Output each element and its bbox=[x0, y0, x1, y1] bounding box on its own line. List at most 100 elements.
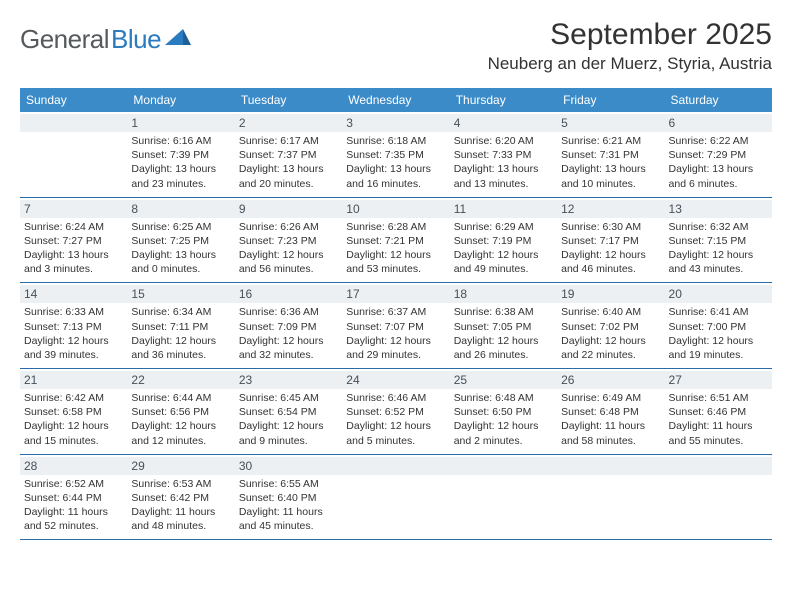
sunrise-text: Sunrise: 6:32 AM bbox=[669, 220, 768, 234]
day-number: 14 bbox=[20, 285, 127, 303]
weekday-label: Sunday bbox=[20, 88, 127, 112]
weeks-container: 1Sunrise: 6:16 AMSunset: 7:39 PMDaylight… bbox=[20, 112, 772, 540]
day-cell: 4Sunrise: 6:20 AMSunset: 7:33 PMDaylight… bbox=[450, 112, 557, 197]
weekday-label: Tuesday bbox=[235, 88, 342, 112]
day-cell: 29Sunrise: 6:53 AMSunset: 6:42 PMDayligh… bbox=[127, 455, 234, 540]
day-number: 6 bbox=[665, 114, 772, 132]
sunset-text: Sunset: 7:11 PM bbox=[131, 320, 230, 334]
sunset-text: Sunset: 7:00 PM bbox=[669, 320, 768, 334]
day-detail: Sunrise: 6:46 AMSunset: 6:52 PMDaylight:… bbox=[346, 391, 445, 448]
week-row: 14Sunrise: 6:33 AMSunset: 7:13 PMDayligh… bbox=[20, 283, 772, 369]
day-number: 17 bbox=[342, 285, 449, 303]
day-cell: 7Sunrise: 6:24 AMSunset: 7:27 PMDaylight… bbox=[20, 198, 127, 283]
sunrise-text: Sunrise: 6:33 AM bbox=[24, 305, 123, 319]
sunset-text: Sunset: 7:13 PM bbox=[24, 320, 123, 334]
day-cell bbox=[557, 455, 664, 540]
day-cell: 14 Sunrise: 6:33 AMSunset: 7:13 PMDayligh… bbox=[20, 283, 127, 368]
sunrise-text: Sunrise: 6:38 AM bbox=[454, 305, 553, 319]
sunset-text: Sunset: 6:50 PM bbox=[454, 405, 553, 419]
daylight-text: Daylight: 12 hours and 56 minutes. bbox=[239, 248, 338, 276]
sunrise-text: Sunrise: 6:20 AM bbox=[454, 134, 553, 148]
daylight-text: Daylight: 12 hours and 29 minutes. bbox=[346, 334, 445, 362]
sunset-text: Sunset: 7:07 PM bbox=[346, 320, 445, 334]
day-detail: Sunrise: 6:29 AMSunset: 7:19 PMDaylight:… bbox=[454, 220, 553, 277]
sunset-text: Sunset: 7:27 PM bbox=[24, 234, 123, 248]
logo: GeneralBlue bbox=[20, 24, 191, 55]
day-cell bbox=[342, 455, 449, 540]
logo-triangle-icon bbox=[165, 27, 191, 52]
sunset-text: Sunset: 6:56 PM bbox=[131, 405, 230, 419]
day-number: 15 bbox=[127, 285, 234, 303]
sunset-text: Sunset: 7:15 PM bbox=[669, 234, 768, 248]
day-number: 11 bbox=[450, 200, 557, 218]
day-cell: 28Sunrise: 6:52 AMSunset: 6:44 PMDayligh… bbox=[20, 455, 127, 540]
day-cell: 5Sunrise: 6:21 AMSunset: 7:31 PMDaylight… bbox=[557, 112, 664, 197]
day-detail: Sunrise: 6:18 AMSunset: 7:35 PMDaylight:… bbox=[346, 134, 445, 191]
weekday-label: Monday bbox=[127, 88, 234, 112]
day-detail: Sunrise: 6:25 AMSunset: 7:25 PMDaylight:… bbox=[131, 220, 230, 277]
sunrise-text: Sunrise: 6:51 AM bbox=[669, 391, 768, 405]
sunrise-text: Sunrise: 6:41 AM bbox=[669, 305, 768, 319]
day-detail: Sunrise: 6:41 AMSunset: 7:00 PMDaylight:… bbox=[669, 305, 768, 362]
daylight-text: Daylight: 12 hours and 43 minutes. bbox=[669, 248, 768, 276]
sunset-text: Sunset: 7:05 PM bbox=[454, 320, 553, 334]
day-cell: 26Sunrise: 6:49 AMSunset: 6:48 PMDayligh… bbox=[557, 369, 664, 454]
day-number: 18 bbox=[450, 285, 557, 303]
daylight-text: Daylight: 13 hours and 13 minutes. bbox=[454, 162, 553, 190]
day-number: 19 bbox=[557, 285, 664, 303]
weekday-label: Friday bbox=[557, 88, 664, 112]
weekday-label: Wednesday bbox=[342, 88, 449, 112]
day-number: 27 bbox=[665, 371, 772, 389]
day-detail: Sunrise: 6:36 AMSunset: 7:09 PMDaylight:… bbox=[239, 305, 338, 362]
daylight-text: Daylight: 11 hours and 48 minutes. bbox=[131, 505, 230, 533]
sunset-text: Sunset: 7:33 PM bbox=[454, 148, 553, 162]
daylight-text: Daylight: 13 hours and 23 minutes. bbox=[131, 162, 230, 190]
day-cell: 22Sunrise: 6:44 AMSunset: 6:56 PMDayligh… bbox=[127, 369, 234, 454]
sunrise-text: Sunrise: 6:26 AM bbox=[239, 220, 338, 234]
sunrise-text: Sunrise: 6:55 AM bbox=[239, 477, 338, 491]
day-number bbox=[557, 457, 664, 475]
day-detail: Sunrise: 6:33 AMSunset: 7:13 PMDaylight:… bbox=[24, 305, 123, 362]
sunset-text: Sunset: 6:54 PM bbox=[239, 405, 338, 419]
location-subtitle: Neuberg an der Muerz, Styria, Austria bbox=[488, 54, 772, 74]
day-cell: 30Sunrise: 6:55 AMSunset: 6:40 PMDayligh… bbox=[235, 455, 342, 540]
day-detail: Sunrise: 6:40 AMSunset: 7:02 PMDaylight:… bbox=[561, 305, 660, 362]
sunrise-text: Sunrise: 6:52 AM bbox=[24, 477, 123, 491]
daylight-text: Daylight: 13 hours and 3 minutes. bbox=[24, 248, 123, 276]
day-cell: 1Sunrise: 6:16 AMSunset: 7:39 PMDaylight… bbox=[127, 112, 234, 197]
sunset-text: Sunset: 7:35 PM bbox=[346, 148, 445, 162]
daylight-text: Daylight: 12 hours and 49 minutes. bbox=[454, 248, 553, 276]
sunrise-text: Sunrise: 6:18 AM bbox=[346, 134, 445, 148]
day-detail: Sunrise: 6:44 AMSunset: 6:56 PMDaylight:… bbox=[131, 391, 230, 448]
daylight-text: Daylight: 12 hours and 26 minutes. bbox=[454, 334, 553, 362]
day-detail: Sunrise: 6:42 AMSunset: 6:58 PMDaylight:… bbox=[24, 391, 123, 448]
day-cell: 27Sunrise: 6:51 AMSunset: 6:46 PMDayligh… bbox=[665, 369, 772, 454]
day-detail: Sunrise: 6:30 AMSunset: 7:17 PMDaylight:… bbox=[561, 220, 660, 277]
sunset-text: Sunset: 7:25 PM bbox=[131, 234, 230, 248]
sunset-text: Sunset: 7:02 PM bbox=[561, 320, 660, 334]
sunset-text: Sunset: 7:09 PM bbox=[239, 320, 338, 334]
daylight-text: Daylight: 12 hours and 36 minutes. bbox=[131, 334, 230, 362]
day-detail: Sunrise: 6:17 AMSunset: 7:37 PMDaylight:… bbox=[239, 134, 338, 191]
day-detail: Sunrise: 6:37 AMSunset: 7:07 PMDaylight:… bbox=[346, 305, 445, 362]
day-number: 2 bbox=[235, 114, 342, 132]
day-detail: Sunrise: 6:49 AMSunset: 6:48 PMDaylight:… bbox=[561, 391, 660, 448]
day-number: 16 bbox=[235, 285, 342, 303]
sunrise-text: Sunrise: 6:42 AM bbox=[24, 391, 123, 405]
day-number: 24 bbox=[342, 371, 449, 389]
sunset-text: Sunset: 6:44 PM bbox=[24, 491, 123, 505]
daylight-text: Daylight: 13 hours and 10 minutes. bbox=[561, 162, 660, 190]
day-number: 13 bbox=[665, 200, 772, 218]
month-title: September 2025 bbox=[488, 18, 772, 52]
sunset-text: Sunset: 6:58 PM bbox=[24, 405, 123, 419]
daylight-text: Daylight: 12 hours and 39 minutes. bbox=[24, 334, 123, 362]
day-number: 12 bbox=[557, 200, 664, 218]
sunset-text: Sunset: 6:40 PM bbox=[239, 491, 338, 505]
day-detail: Sunrise: 6:55 AMSunset: 6:40 PMDaylight:… bbox=[239, 477, 338, 534]
day-number: 3 bbox=[342, 114, 449, 132]
sunrise-text: Sunrise: 6:16 AM bbox=[131, 134, 230, 148]
daylight-text: Daylight: 13 hours and 20 minutes. bbox=[239, 162, 338, 190]
sunrise-text: Sunrise: 6:17 AM bbox=[239, 134, 338, 148]
sunrise-text: Sunrise: 6:28 AM bbox=[346, 220, 445, 234]
daylight-text: Daylight: 13 hours and 6 minutes. bbox=[669, 162, 768, 190]
